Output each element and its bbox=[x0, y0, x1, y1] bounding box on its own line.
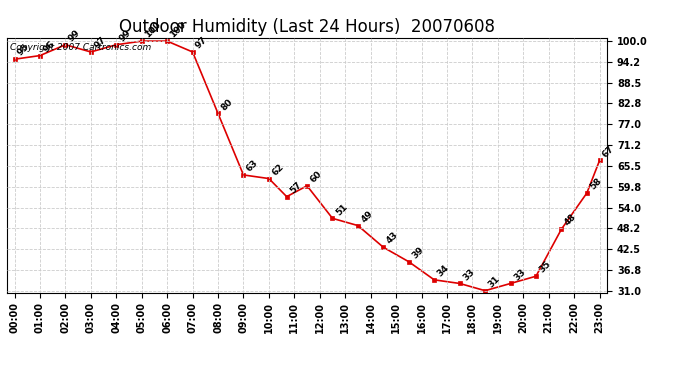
Text: 95: 95 bbox=[16, 42, 31, 58]
Text: 99: 99 bbox=[118, 28, 133, 44]
Text: 99: 99 bbox=[67, 28, 82, 44]
Text: 57: 57 bbox=[288, 180, 304, 195]
Text: 35: 35 bbox=[538, 260, 553, 275]
Text: 49: 49 bbox=[359, 209, 375, 224]
Text: 67: 67 bbox=[601, 144, 616, 159]
Text: 51: 51 bbox=[334, 202, 349, 217]
Text: 100: 100 bbox=[143, 20, 163, 40]
Text: 31: 31 bbox=[486, 274, 502, 289]
Title: Outdoor Humidity (Last 24 Hours)  20070608: Outdoor Humidity (Last 24 Hours) 2007060… bbox=[119, 18, 495, 36]
Text: 100: 100 bbox=[168, 20, 188, 40]
Text: 96: 96 bbox=[41, 39, 57, 54]
Text: 63: 63 bbox=[245, 158, 260, 174]
Text: 62: 62 bbox=[270, 162, 286, 177]
Text: 80: 80 bbox=[219, 97, 235, 112]
Text: 97: 97 bbox=[92, 35, 108, 51]
Text: 39: 39 bbox=[410, 245, 426, 260]
Text: 33: 33 bbox=[461, 267, 476, 282]
Text: Copyright 2007 Cartronics.com: Copyright 2007 Cartronics.com bbox=[10, 43, 151, 52]
Text: 60: 60 bbox=[308, 169, 324, 184]
Text: 34: 34 bbox=[435, 263, 451, 279]
Text: 97: 97 bbox=[194, 35, 209, 51]
Text: 58: 58 bbox=[589, 177, 604, 192]
Text: 33: 33 bbox=[512, 267, 527, 282]
Text: 48: 48 bbox=[563, 213, 578, 228]
Text: 43: 43 bbox=[385, 231, 400, 246]
